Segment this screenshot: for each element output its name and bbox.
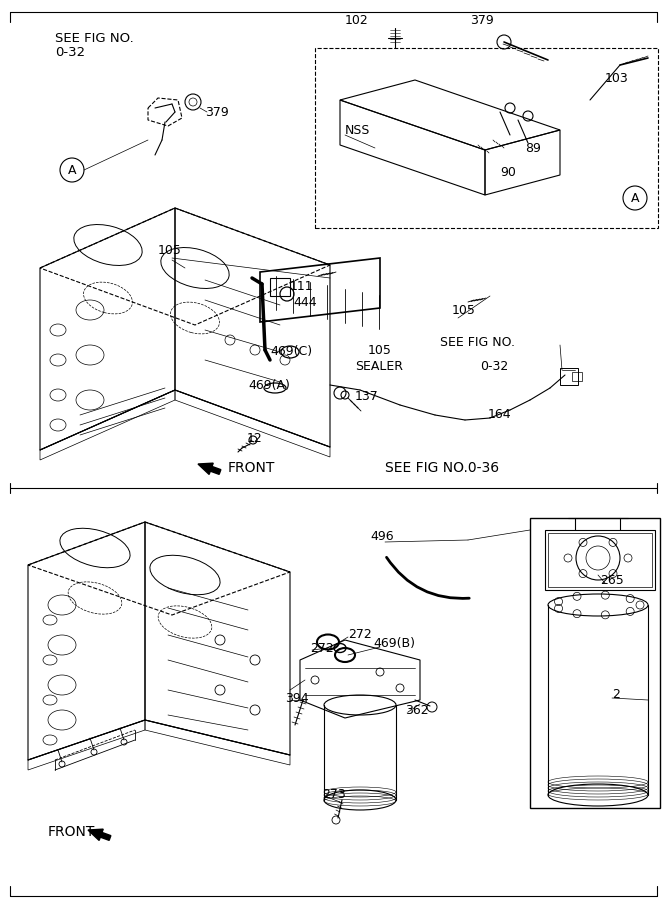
Text: 164: 164 — [488, 409, 512, 421]
Text: 2: 2 — [612, 688, 620, 701]
Text: 469(B): 469(B) — [373, 637, 415, 651]
Text: 103: 103 — [605, 71, 629, 85]
Bar — [530, 518, 660, 808]
Bar — [548, 533, 652, 587]
Text: 379: 379 — [205, 106, 229, 120]
Text: 105: 105 — [368, 345, 392, 357]
Text: 273: 273 — [322, 788, 346, 802]
Text: 469(C): 469(C) — [270, 346, 312, 358]
Text: FRONT: FRONT — [228, 461, 275, 475]
Text: 105: 105 — [452, 303, 476, 317]
Text: 0-32: 0-32 — [480, 361, 508, 374]
Text: 12: 12 — [247, 431, 263, 445]
Text: SEALER: SEALER — [355, 361, 403, 374]
Text: FRONT: FRONT — [48, 825, 95, 839]
Text: 102: 102 — [345, 14, 369, 26]
Bar — [572, 372, 582, 381]
Bar — [560, 368, 578, 385]
Bar — [315, 48, 658, 228]
Text: A: A — [68, 164, 76, 176]
Text: 379: 379 — [470, 14, 494, 26]
Text: 362: 362 — [405, 704, 429, 716]
Text: 105: 105 — [158, 244, 182, 256]
Text: 111: 111 — [290, 280, 313, 292]
Text: SEE FIG NO.: SEE FIG NO. — [55, 32, 134, 44]
Text: 272: 272 — [348, 627, 372, 641]
FancyArrow shape — [88, 829, 111, 841]
Text: A: A — [631, 192, 639, 204]
Text: 394: 394 — [285, 691, 309, 705]
Text: 496: 496 — [370, 530, 394, 544]
Text: 469(A): 469(A) — [248, 379, 290, 392]
Text: 272: 272 — [310, 642, 334, 654]
Text: 90: 90 — [500, 166, 516, 179]
Text: 137: 137 — [355, 391, 379, 403]
Text: SEE FIG NO.0-36: SEE FIG NO.0-36 — [385, 461, 499, 475]
Text: SEE FIG NO.: SEE FIG NO. — [440, 336, 515, 348]
Text: 265: 265 — [600, 573, 624, 587]
Text: 444: 444 — [293, 296, 317, 310]
Text: NSS: NSS — [345, 123, 370, 137]
Text: 0-32: 0-32 — [55, 47, 85, 59]
FancyArrow shape — [198, 464, 221, 474]
Bar — [270, 278, 290, 296]
Text: 89: 89 — [525, 141, 541, 155]
